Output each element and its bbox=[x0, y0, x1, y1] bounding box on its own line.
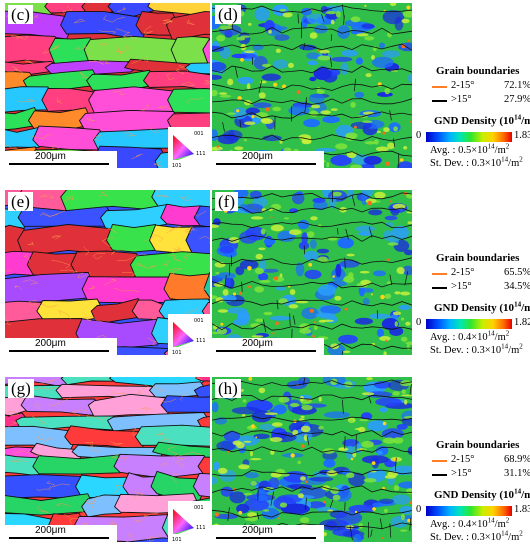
grain-boundaries-title: Grain boundaries bbox=[436, 65, 520, 77]
high-angle-swatch bbox=[432, 100, 447, 102]
scale-bar: 200μm bbox=[212, 151, 324, 168]
svg-text:101: 101 bbox=[172, 350, 182, 355]
panel-label: (g) bbox=[8, 379, 34, 398]
ipf-map-image bbox=[5, 377, 210, 542]
gnd-colorbar bbox=[426, 319, 512, 329]
colorbar-max: 1.83 bbox=[514, 130, 530, 141]
gnd-map-image bbox=[212, 3, 412, 168]
gnd-density-title: GND Density (1014/m2) bbox=[434, 113, 530, 127]
scale-line bbox=[9, 537, 109, 539]
legend: Grain boundaries 2-15° 68.9% >15° 31.1% GN… bbox=[414, 439, 530, 519]
gnd-map-image bbox=[212, 377, 412, 542]
scale-bar: 200μm bbox=[5, 151, 117, 168]
panel-label: (e) bbox=[8, 192, 33, 211]
gnd-stats: Avg. : 0.5×1014/m2 St. Dev. : 0.3×1014/m… bbox=[414, 142, 530, 175]
scale-bar: 200μm bbox=[212, 338, 324, 355]
ipf-triangle-icon: 001 111 101 bbox=[172, 318, 206, 355]
gnd-stats: Avg. : 0.4×1014/m2 St. Dev. : 0.3×1014/m… bbox=[414, 329, 530, 362]
ipf-map: (e) 200μm 001 111 101 bbox=[5, 190, 210, 355]
svg-text:101: 101 bbox=[172, 537, 182, 542]
gnd-average: Avg. : 0.4×1014/m2 bbox=[430, 329, 510, 343]
figure-row-2: (e) 200μm 001 111 101 (f) 200μm Grain bo… bbox=[0, 190, 530, 360]
panel-label: (f) bbox=[215, 192, 238, 211]
gnd-map: (h) 200μm bbox=[212, 377, 412, 542]
panel-label: (d) bbox=[215, 5, 241, 24]
colorbar-min: 0 bbox=[416, 130, 422, 141]
ipf-triangle-icon: 001 111 101 bbox=[172, 505, 206, 542]
gnd-map: (d) 200μm bbox=[212, 3, 412, 168]
colorbar-min: 0 bbox=[416, 317, 422, 328]
svg-text:001: 001 bbox=[194, 131, 204, 137]
gnd-stats: Avg. : 0.4×1014/m2 St. Dev. : 0.3×1014/m… bbox=[414, 516, 530, 549]
legend: Grain boundaries 2-15° 65.5% >15° 34.5% GN… bbox=[414, 252, 530, 332]
scale-bar: 200μm bbox=[212, 525, 324, 542]
gnd-std-dev: St. Dev. : 0.3×1014/m2 bbox=[430, 342, 523, 356]
ipf-map-image bbox=[5, 190, 210, 355]
scale-line bbox=[216, 537, 316, 539]
scale-label: 200μm bbox=[242, 525, 273, 536]
scale-line bbox=[9, 350, 109, 352]
scale-line bbox=[216, 350, 316, 352]
grain-boundaries-title: Grain boundaries bbox=[436, 439, 520, 451]
low-angle-swatch bbox=[432, 273, 447, 275]
scale-line bbox=[9, 163, 109, 165]
ipf-color-key: 001 111 101 bbox=[168, 314, 210, 355]
gnd-density-title: GND Density (1014/m2) bbox=[434, 300, 530, 314]
ipf-map: (c) 200μm 001 111 101 bbox=[5, 3, 210, 168]
figure-row-3: (g) 200μm 001 111 101 (h) 200μm Grain bo… bbox=[0, 377, 530, 547]
grain-boundaries-title: Grain boundaries bbox=[436, 252, 520, 264]
scale-line bbox=[216, 163, 316, 165]
gnd-std-dev: St. Dev. : 0.3×1014/m2 bbox=[430, 529, 523, 543]
scale-bar: 200μm bbox=[5, 525, 117, 542]
gnd-density-title: GND Density (1014/m2) bbox=[434, 487, 530, 501]
high-angle-swatch bbox=[432, 474, 447, 476]
colorbar-max: 1.82 bbox=[514, 317, 530, 328]
high-angle-swatch bbox=[432, 287, 447, 289]
svg-text:101: 101 bbox=[172, 163, 182, 168]
gnd-map-image bbox=[212, 190, 412, 355]
scale-label: 200μm bbox=[35, 151, 66, 162]
legend: Grain boundaries 2-15° 72.1% >15° 27.9% GN… bbox=[414, 65, 530, 145]
scale-label: 200μm bbox=[242, 151, 273, 162]
gnd-std-dev: St. Dev. : 0.3×1014/m2 bbox=[430, 155, 523, 169]
ipf-color-key: 001 111 101 bbox=[168, 501, 210, 542]
gnd-map: (f) 200μm bbox=[212, 190, 412, 355]
svg-text:111: 111 bbox=[196, 338, 206, 344]
scale-label: 200μm bbox=[35, 338, 66, 349]
svg-text:001: 001 bbox=[194, 318, 204, 324]
low-angle-swatch bbox=[432, 460, 447, 462]
gnd-colorbar bbox=[426, 506, 512, 516]
svg-text:001: 001 bbox=[194, 505, 204, 511]
colorbar-min: 0 bbox=[416, 504, 422, 515]
gnd-average: Avg. : 0.4×1014/m2 bbox=[430, 516, 510, 530]
scale-label: 200μm bbox=[242, 338, 273, 349]
panel-label: (c) bbox=[8, 5, 33, 24]
ipf-color-key: 001 111 101 bbox=[168, 127, 210, 168]
gnd-average: Avg. : 0.5×1014/m2 bbox=[430, 142, 510, 156]
svg-text:111: 111 bbox=[196, 151, 206, 157]
ipf-triangle-icon: 001 111 101 bbox=[172, 131, 206, 168]
svg-text:111: 111 bbox=[196, 525, 206, 531]
panel-label: (h) bbox=[215, 379, 241, 398]
figure-row-1: (c) 200μm 001 111 101 (d) 200μm Grain bo… bbox=[0, 3, 530, 173]
scale-label: 200μm bbox=[35, 525, 66, 536]
ipf-map: (g) 200μm 001 111 101 bbox=[5, 377, 210, 542]
low-angle-swatch bbox=[432, 86, 447, 88]
colorbar-max: 1.83 bbox=[514, 504, 530, 515]
scale-bar: 200μm bbox=[5, 338, 117, 355]
gnd-colorbar bbox=[426, 132, 512, 142]
